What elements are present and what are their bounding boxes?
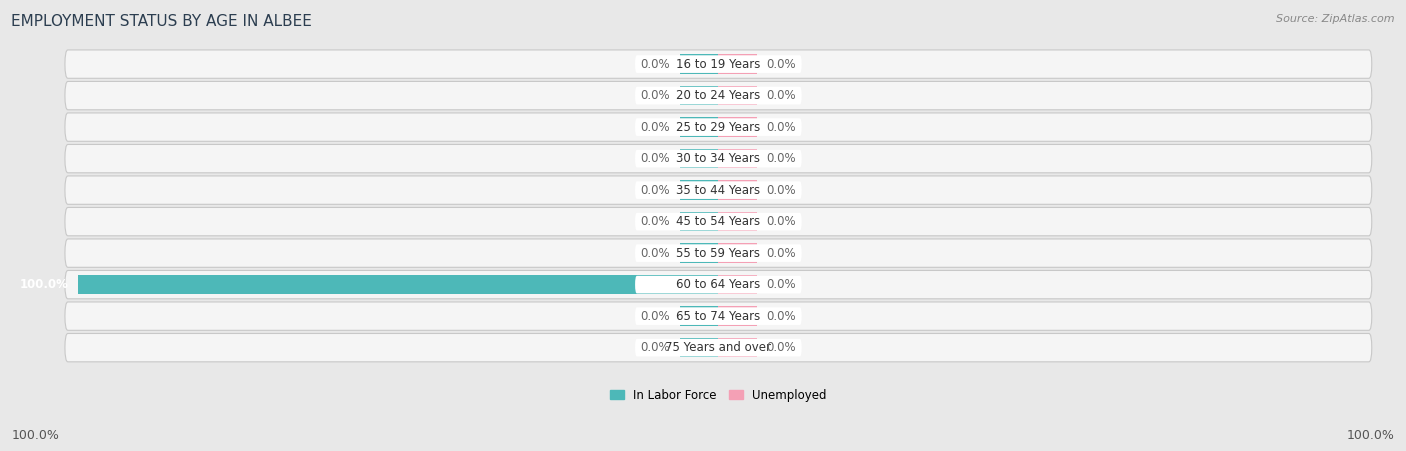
FancyBboxPatch shape <box>636 339 801 356</box>
Text: 0.0%: 0.0% <box>766 341 796 354</box>
Text: 20 to 24 Years: 20 to 24 Years <box>676 89 761 102</box>
Bar <box>718 117 756 137</box>
FancyBboxPatch shape <box>65 82 1372 110</box>
Text: 0.0%: 0.0% <box>766 184 796 197</box>
FancyBboxPatch shape <box>636 307 801 325</box>
Text: 0.0%: 0.0% <box>641 89 671 102</box>
Bar <box>718 306 756 326</box>
Bar <box>681 306 718 326</box>
Text: 0.0%: 0.0% <box>641 341 671 354</box>
FancyBboxPatch shape <box>65 333 1372 362</box>
Text: Source: ZipAtlas.com: Source: ZipAtlas.com <box>1277 14 1395 23</box>
Bar <box>718 86 756 106</box>
Text: 45 to 54 Years: 45 to 54 Years <box>676 215 761 228</box>
Text: EMPLOYMENT STATUS BY AGE IN ALBEE: EMPLOYMENT STATUS BY AGE IN ALBEE <box>11 14 312 28</box>
FancyBboxPatch shape <box>636 181 801 199</box>
FancyBboxPatch shape <box>65 207 1372 236</box>
Bar <box>681 244 718 263</box>
Text: 0.0%: 0.0% <box>766 310 796 322</box>
Bar <box>681 55 718 74</box>
Text: 0.0%: 0.0% <box>766 215 796 228</box>
Text: 65 to 74 Years: 65 to 74 Years <box>676 310 761 322</box>
Text: 0.0%: 0.0% <box>641 247 671 260</box>
FancyBboxPatch shape <box>636 213 801 230</box>
Bar <box>681 338 718 357</box>
FancyBboxPatch shape <box>636 276 801 294</box>
FancyBboxPatch shape <box>65 239 1372 267</box>
Text: 0.0%: 0.0% <box>766 247 796 260</box>
Text: 100.0%: 100.0% <box>11 429 59 442</box>
Bar <box>681 212 718 231</box>
Bar <box>681 86 718 106</box>
Bar <box>681 117 718 137</box>
Bar <box>718 55 756 74</box>
Text: 0.0%: 0.0% <box>641 58 671 71</box>
Text: 75 Years and over: 75 Years and over <box>665 341 772 354</box>
Text: 16 to 19 Years: 16 to 19 Years <box>676 58 761 71</box>
FancyBboxPatch shape <box>65 271 1372 299</box>
Legend: In Labor Force, Unemployed: In Labor Force, Unemployed <box>605 384 831 406</box>
FancyBboxPatch shape <box>65 302 1372 330</box>
FancyBboxPatch shape <box>65 113 1372 141</box>
Bar <box>718 212 756 231</box>
Bar <box>77 275 718 295</box>
Text: 100.0%: 100.0% <box>20 278 67 291</box>
Text: 0.0%: 0.0% <box>766 152 796 165</box>
Text: 0.0%: 0.0% <box>766 89 796 102</box>
FancyBboxPatch shape <box>65 50 1372 78</box>
Text: 100.0%: 100.0% <box>1347 429 1395 442</box>
Bar <box>718 244 756 263</box>
Text: 25 to 29 Years: 25 to 29 Years <box>676 120 761 133</box>
Text: 35 to 44 Years: 35 to 44 Years <box>676 184 761 197</box>
FancyBboxPatch shape <box>636 118 801 136</box>
Bar <box>718 338 756 357</box>
Text: 60 to 64 Years: 60 to 64 Years <box>676 278 761 291</box>
Text: 0.0%: 0.0% <box>766 278 796 291</box>
Text: 0.0%: 0.0% <box>766 120 796 133</box>
Bar <box>718 275 756 295</box>
FancyBboxPatch shape <box>636 55 801 73</box>
Text: 0.0%: 0.0% <box>641 310 671 322</box>
Text: 55 to 59 Years: 55 to 59 Years <box>676 247 761 260</box>
Bar <box>718 180 756 200</box>
FancyBboxPatch shape <box>65 144 1372 173</box>
Text: 0.0%: 0.0% <box>641 184 671 197</box>
FancyBboxPatch shape <box>636 244 801 262</box>
Bar <box>718 149 756 168</box>
Bar <box>681 149 718 168</box>
Text: 0.0%: 0.0% <box>641 215 671 228</box>
FancyBboxPatch shape <box>636 87 801 105</box>
Bar <box>681 180 718 200</box>
Text: 0.0%: 0.0% <box>641 152 671 165</box>
Text: 0.0%: 0.0% <box>766 58 796 71</box>
FancyBboxPatch shape <box>636 150 801 167</box>
Text: 30 to 34 Years: 30 to 34 Years <box>676 152 761 165</box>
Text: 0.0%: 0.0% <box>641 120 671 133</box>
FancyBboxPatch shape <box>65 176 1372 204</box>
